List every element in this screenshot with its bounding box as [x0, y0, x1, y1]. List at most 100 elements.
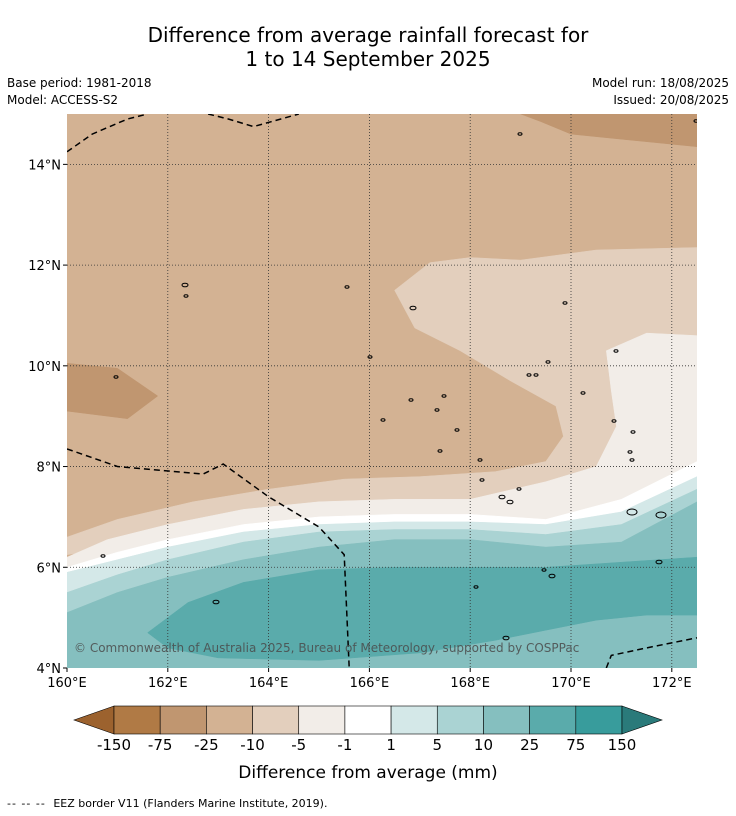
x-tick-label: 160°E: [47, 676, 87, 691]
y-tick-label: 6°N: [37, 561, 62, 576]
colorbar-segment-10: [575, 705, 623, 735]
island-0: [181, 282, 189, 288]
eez-border-3: [605, 637, 697, 668]
island-37: [693, 119, 697, 123]
island-15: [441, 394, 447, 398]
island-34: [502, 635, 510, 641]
colorbar-extend-low: [73, 705, 115, 735]
anomaly-region-2: [67, 363, 159, 419]
colorbar-segment-2: [206, 705, 253, 735]
colorbar-segment-3: [252, 705, 300, 735]
y-axis: 4°N 6°N 8°N 10°N 12°N 14°N: [28, 158, 67, 677]
colorbar-segment-7: [436, 705, 484, 735]
island-8: [613, 349, 619, 353]
island-33: [473, 585, 479, 589]
island-6: [562, 301, 568, 305]
island-21: [498, 494, 506, 500]
model-run-label: Model run: 18/08/2025: [591, 76, 729, 90]
colorbar-segment-9: [529, 705, 577, 735]
island-17: [454, 428, 460, 432]
anomaly-regions: [67, 114, 697, 668]
colorbar-tick-label: 150: [608, 736, 637, 754]
island-22: [516, 487, 522, 491]
base-period-label: Base period: 1981-2018: [7, 76, 152, 90]
island-12: [545, 360, 551, 364]
colorbar-tick-label: 5: [432, 736, 442, 754]
island-25: [627, 450, 633, 454]
colorbar-extend-high: [621, 705, 663, 735]
y-tick-label: 4°N: [37, 662, 62, 677]
colorbar: -150 -75 -25 -10 -5 -1 1 5 10 25 75 150: [73, 705, 663, 754]
chart-title-line-2: 1 to 14 September 2025: [245, 47, 491, 71]
island-7: [517, 132, 523, 136]
island-20: [479, 478, 485, 482]
island-5: [409, 305, 417, 311]
anomaly-region-9: [147, 556, 697, 661]
eez-legend-symbol: -- -- --: [7, 797, 46, 810]
y-tick-label: 14°N: [28, 158, 61, 173]
colorbar-segment-1: [159, 705, 207, 735]
y-tick-label: 10°N: [28, 360, 61, 375]
island-19: [477, 458, 483, 462]
y-tick-label: 12°N: [28, 259, 61, 274]
colorbar-tick-label: -5: [291, 736, 306, 754]
x-tick-label: 162°E: [148, 676, 188, 691]
colorbar-tick-label: -75: [148, 736, 173, 754]
island-23: [506, 499, 514, 505]
model-label: Model: ACCESS-S2: [7, 93, 119, 107]
island-35: [212, 599, 220, 605]
x-tick-label: 166°E: [350, 676, 390, 691]
island-29: [655, 511, 667, 519]
map-grid: [67, 114, 697, 668]
colorbar-tick-label: -25: [194, 736, 219, 754]
copyright-notice: © Commonwealth of Australia 2025, Bureau…: [74, 641, 579, 655]
colorbar-segment-6: [390, 705, 438, 735]
island-4: [367, 355, 373, 359]
eez-borders: [67, 114, 697, 668]
island-18: [437, 449, 443, 453]
x-axis: 160°E 162°E 164°E 166°E 168°E 170°E 172°E: [47, 668, 692, 691]
x-tick-label: 172°E: [652, 676, 692, 691]
colorbar-tick-label: 10: [474, 736, 493, 754]
colorbar-segment-4: [298, 705, 346, 735]
island-30: [655, 559, 663, 565]
island-9: [580, 391, 586, 395]
island-1: [183, 294, 189, 298]
colorbar-segment-5: [344, 705, 392, 735]
island-3: [344, 285, 350, 289]
colorbar-tick-label: -150: [97, 736, 131, 754]
island-26: [630, 430, 636, 434]
colorbar-tick-label: -1: [337, 736, 352, 754]
map-plot-area: © Commonwealth of Australia 2025, Bureau…: [67, 114, 697, 668]
islands: [100, 119, 697, 641]
island-11: [533, 373, 539, 377]
colorbar-tick-label: 1: [386, 736, 396, 754]
eez-border-0: [67, 114, 148, 153]
chart-title-line-1: Difference from average rainfall forecas…: [147, 23, 589, 47]
island-27: [629, 458, 635, 462]
island-14: [434, 408, 440, 412]
eez-border-1: [207, 114, 300, 128]
colorbar-tick-label: 75: [566, 736, 585, 754]
colorbar-tick-label: -10: [240, 736, 265, 754]
anomaly-region-1: [520, 114, 697, 147]
island-32: [541, 568, 547, 572]
island-13: [408, 398, 414, 402]
footnote: -- -- -- EEZ border V11 (Flanders Marine…: [7, 797, 327, 811]
y-tick-label: 8°N: [37, 461, 62, 476]
colorbar-label: Difference from average (mm): [238, 763, 497, 783]
island-2: [113, 375, 119, 379]
issued-label: Issued: 20/08/2025: [613, 93, 729, 107]
island-36: [100, 554, 106, 558]
x-tick-label: 168°E: [450, 676, 490, 691]
x-tick-label: 170°E: [551, 676, 591, 691]
x-tick-label: 164°E: [249, 676, 289, 691]
island-10: [526, 373, 532, 377]
colorbar-segment-0: [113, 705, 161, 735]
island-31: [548, 573, 556, 579]
island-24: [611, 419, 617, 423]
colorbar-tick-label: 25: [520, 736, 539, 754]
island-28: [626, 508, 638, 516]
island-16: [380, 418, 386, 422]
